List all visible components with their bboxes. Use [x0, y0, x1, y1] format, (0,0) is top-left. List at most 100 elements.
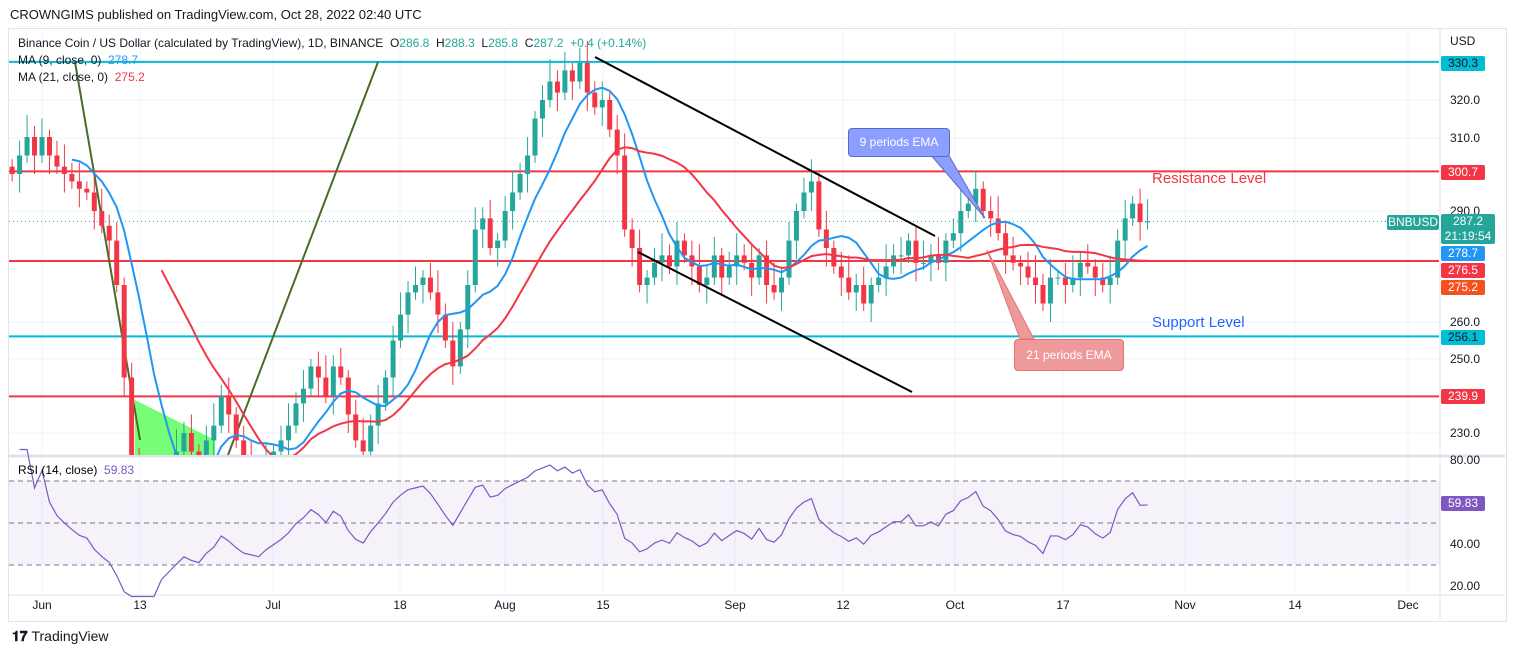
open-label: O	[389, 36, 400, 50]
candle-body	[360, 440, 366, 452]
candle-body	[577, 63, 583, 82]
level-tag: 276.5	[1441, 263, 1485, 278]
candle-body	[920, 262, 926, 264]
publish-info: CROWNGIMS published on TradingView.com, …	[10, 7, 422, 22]
price-tick: 230.0	[1450, 426, 1481, 440]
candle-body	[696, 266, 702, 285]
level-tag: 239.9	[1441, 389, 1485, 404]
candle-body	[84, 188, 90, 193]
chart-legend: Binance Coin / US Dollar (calculated by …	[18, 35, 646, 86]
open-value: 286.8	[399, 36, 430, 50]
resistance-label[interactable]: Resistance Level	[1152, 170, 1267, 187]
candle-body	[898, 255, 904, 257]
high-label: H	[436, 36, 445, 50]
candle-body	[32, 137, 38, 156]
symbol-title: Binance Coin / US Dollar (calculated by …	[18, 36, 384, 50]
ema9-callout[interactable]: 9 periods EMA	[848, 128, 950, 157]
ma9-label[interactable]: MA (9, close, 0)	[18, 53, 102, 67]
candle-body	[457, 329, 463, 367]
candle-body	[487, 218, 493, 248]
candle-body	[592, 92, 598, 108]
rsi-label[interactable]: RSI (14, close)	[18, 463, 98, 477]
tradingview-logo[interactable]: 𝟏𝟕 TradingView	[12, 628, 109, 645]
ma21-value: 275.2	[114, 70, 145, 84]
candle-body	[1145, 221, 1151, 223]
candle-body	[801, 192, 807, 211]
support-label[interactable]: Support Level	[1152, 314, 1245, 331]
candle-body	[674, 240, 680, 267]
candle-body	[734, 255, 740, 267]
candle-body	[69, 174, 75, 182]
candle-body	[17, 155, 23, 174]
ma21-line	[160, 146, 1148, 455]
channel-upper-line	[594, 56, 936, 237]
candle-body	[1077, 262, 1083, 278]
fill-triangle	[135, 400, 215, 455]
candle-body	[413, 285, 418, 293]
candle-body	[480, 218, 486, 230]
rsi-tick: 20.00	[1450, 579, 1481, 593]
candle-body	[249, 463, 254, 470]
candle-body	[719, 255, 725, 278]
candle-body	[181, 433, 187, 452]
ema21-callout[interactable]: 21 periods EMA	[1014, 339, 1124, 371]
low-value: 285.8	[488, 36, 519, 50]
candle-body	[711, 255, 717, 278]
candle-body	[383, 377, 389, 404]
callout-pointer	[928, 153, 986, 219]
candle-body	[435, 292, 441, 315]
ma21-label[interactable]: MA (21, close, 0)	[18, 70, 109, 84]
candle-body	[883, 266, 889, 278]
candle-body	[121, 285, 127, 378]
candle-body	[226, 396, 232, 415]
candle-body	[1137, 203, 1143, 223]
candle-body	[286, 425, 292, 441]
candle-body	[427, 277, 433, 293]
last-price: 287.2	[1452, 214, 1484, 228]
candle-body	[793, 211, 799, 241]
candle-body	[323, 377, 329, 396]
candle-body	[741, 255, 747, 263]
rsi-value: 59.83	[104, 463, 135, 477]
candle-body	[1085, 262, 1091, 267]
candle-body	[756, 255, 762, 278]
candle-body	[450, 340, 456, 367]
candle-body	[980, 188, 986, 211]
candle-body	[607, 100, 613, 130]
ma9-line	[71, 86, 1149, 455]
candle-body	[1055, 277, 1061, 279]
candle-body	[599, 100, 605, 108]
candle-body	[965, 203, 971, 211]
close-value: 287.2	[533, 36, 564, 50]
candle-body	[1033, 277, 1039, 285]
low-label: L	[481, 36, 489, 50]
candle-body	[1122, 218, 1128, 241]
candle-body	[622, 155, 628, 230]
candle-body	[554, 81, 560, 93]
time-tick: Nov	[1174, 598, 1196, 612]
bar-countdown: 21:19:54	[1444, 229, 1492, 243]
time-tick: 12	[836, 598, 850, 612]
candle-body	[345, 377, 351, 415]
candle-body	[659, 255, 665, 263]
currency-label: USD	[1450, 34, 1476, 48]
candle-body	[1040, 285, 1046, 304]
candle-body	[853, 285, 859, 293]
candle-body	[726, 266, 732, 278]
candle-body	[868, 285, 874, 304]
candle-body	[300, 388, 306, 404]
candle-body	[1047, 277, 1053, 304]
time-tick: 13	[133, 598, 147, 612]
candle-body	[1003, 233, 1009, 256]
candle-body	[1062, 277, 1068, 285]
candle-body	[338, 366, 344, 378]
candle-body	[1107, 277, 1113, 285]
candle-body	[271, 451, 277, 455]
candle-body	[861, 285, 867, 304]
candle-body	[562, 70, 568, 93]
candle-body	[61, 166, 67, 174]
candle-body	[532, 118, 538, 156]
candle-body	[256, 470, 261, 477]
candle-body	[1100, 277, 1106, 285]
